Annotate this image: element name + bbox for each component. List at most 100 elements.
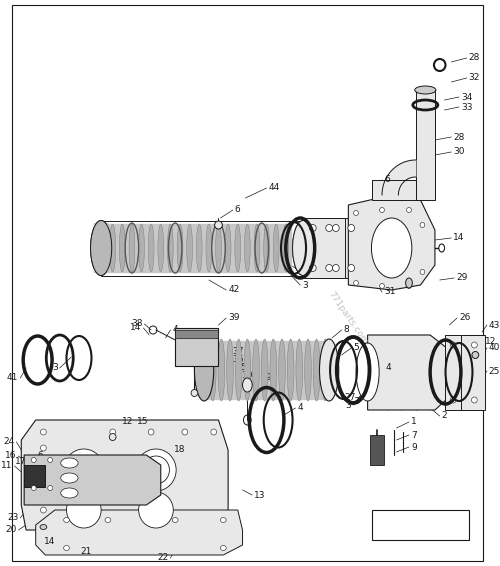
Ellipse shape: [310, 264, 316, 272]
Ellipse shape: [60, 473, 78, 483]
Ellipse shape: [214, 221, 222, 229]
Bar: [175, 330, 218, 338]
Ellipse shape: [420, 222, 425, 228]
Ellipse shape: [450, 397, 456, 403]
Ellipse shape: [40, 507, 46, 513]
Ellipse shape: [40, 485, 46, 491]
Text: 39: 39: [228, 314, 239, 323]
Text: 15: 15: [136, 418, 148, 427]
Ellipse shape: [226, 339, 234, 401]
Text: 1: 1: [411, 418, 416, 427]
Polygon shape: [26, 330, 382, 400]
Text: 2: 2: [442, 411, 448, 421]
Polygon shape: [444, 335, 483, 410]
Ellipse shape: [348, 264, 354, 272]
Text: 8: 8: [344, 325, 349, 335]
Ellipse shape: [206, 224, 212, 272]
Ellipse shape: [211, 429, 216, 435]
Ellipse shape: [354, 281, 358, 285]
Ellipse shape: [356, 343, 379, 401]
Text: 3: 3: [52, 363, 58, 372]
Ellipse shape: [326, 264, 332, 272]
Ellipse shape: [450, 342, 456, 348]
Ellipse shape: [48, 486, 52, 491]
Ellipse shape: [158, 224, 164, 272]
Ellipse shape: [138, 224, 144, 272]
Polygon shape: [303, 218, 346, 278]
Text: 20: 20: [5, 525, 16, 534]
Ellipse shape: [288, 339, 294, 401]
Text: 6: 6: [384, 175, 390, 185]
Text: 7: 7: [411, 431, 416, 440]
Polygon shape: [372, 180, 416, 200]
Polygon shape: [382, 160, 416, 195]
Ellipse shape: [274, 224, 279, 272]
Ellipse shape: [191, 389, 198, 397]
Bar: [370, 435, 384, 465]
Ellipse shape: [64, 546, 70, 551]
Ellipse shape: [414, 86, 436, 94]
Ellipse shape: [254, 224, 260, 272]
Ellipse shape: [218, 339, 224, 401]
Ellipse shape: [177, 224, 183, 272]
Polygon shape: [368, 335, 452, 410]
Ellipse shape: [296, 339, 302, 401]
Ellipse shape: [278, 339, 285, 401]
Ellipse shape: [235, 224, 240, 272]
Ellipse shape: [225, 224, 231, 272]
Text: 33: 33: [461, 102, 472, 112]
Ellipse shape: [406, 208, 412, 212]
Polygon shape: [461, 335, 485, 410]
Ellipse shape: [110, 224, 116, 272]
Ellipse shape: [168, 224, 173, 272]
Bar: [24, 465, 46, 487]
Text: 22: 22: [157, 554, 168, 563]
Ellipse shape: [472, 397, 478, 403]
Polygon shape: [348, 195, 435, 290]
Ellipse shape: [406, 284, 412, 289]
Ellipse shape: [120, 224, 125, 272]
Ellipse shape: [313, 339, 320, 401]
Ellipse shape: [200, 339, 207, 401]
Ellipse shape: [264, 224, 270, 272]
Ellipse shape: [472, 351, 478, 358]
Text: 4: 4: [298, 404, 303, 413]
Text: 37: 37: [232, 348, 243, 357]
Text: 23: 23: [7, 513, 18, 522]
Text: 10: 10: [242, 371, 253, 379]
Ellipse shape: [110, 434, 116, 440]
Ellipse shape: [32, 457, 36, 462]
Text: 771parts.com: 771parts.com: [326, 290, 370, 346]
Ellipse shape: [64, 449, 104, 491]
Text: 13: 13: [254, 491, 266, 500]
Ellipse shape: [172, 517, 178, 522]
Ellipse shape: [210, 339, 216, 401]
Ellipse shape: [182, 429, 188, 435]
Ellipse shape: [148, 429, 154, 435]
Ellipse shape: [70, 456, 98, 484]
Ellipse shape: [136, 449, 176, 491]
Ellipse shape: [138, 492, 173, 528]
Bar: [175, 328, 218, 366]
Text: 24: 24: [4, 438, 15, 447]
Text: 6: 6: [235, 205, 240, 215]
Polygon shape: [24, 215, 358, 285]
Text: 41: 41: [7, 374, 18, 383]
Ellipse shape: [304, 339, 312, 401]
Text: 26: 26: [459, 314, 470, 323]
Text: 4: 4: [307, 271, 312, 280]
Text: 14: 14: [453, 234, 464, 242]
Ellipse shape: [292, 221, 314, 276]
Ellipse shape: [48, 457, 52, 462]
Ellipse shape: [380, 284, 384, 289]
Bar: [372, 510, 468, 540]
Ellipse shape: [216, 224, 222, 272]
Ellipse shape: [348, 225, 354, 231]
Text: 14: 14: [44, 538, 55, 547]
Polygon shape: [22, 420, 228, 530]
Text: 19: 19: [261, 374, 272, 383]
Ellipse shape: [40, 445, 46, 451]
Text: 4: 4: [172, 325, 178, 335]
Text: 9: 9: [411, 443, 416, 452]
Text: 5: 5: [353, 344, 359, 353]
